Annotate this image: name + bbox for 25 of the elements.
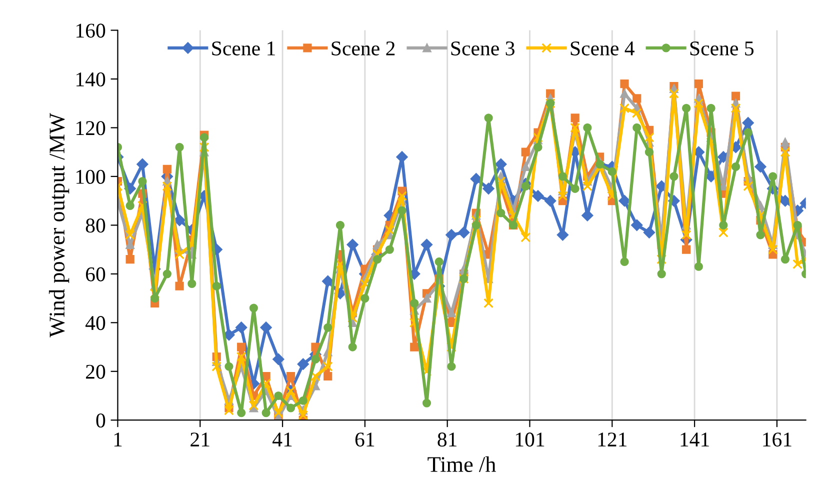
y-tick-label: 40 <box>85 316 106 330</box>
x-tick-label: 61 <box>355 432 374 447</box>
x-tick-label: 141 <box>680 432 709 446</box>
y-tick-label: 160 <box>76 24 106 38</box>
legend-label: Scene 3 <box>451 41 514 56</box>
x-tick-label: 41 <box>272 432 292 446</box>
legend-label: Scene 4 <box>570 41 634 56</box>
y-tick-label: 60 <box>86 267 106 282</box>
x-tick-label: 121 <box>598 432 627 446</box>
y-tick-label: 80 <box>86 218 106 233</box>
y-tick-label: 20 <box>86 364 106 379</box>
legend-label: Scene 1 <box>212 41 275 56</box>
x-tick-label: 1 <box>114 432 122 446</box>
y-tick-label: 120 <box>76 121 106 136</box>
x-tick-label: 21 <box>190 432 210 446</box>
x-tick-label: 81 <box>438 432 456 447</box>
x-axis-title: Time /h <box>428 456 496 472</box>
x-tick-label: 101 <box>516 432 544 447</box>
y-axis-title: Wind power output /MW <box>48 113 70 338</box>
y-tick-label: 140 <box>76 72 106 86</box>
y-tick-label: 0 <box>96 413 106 428</box>
y-tick-label: 100 <box>76 170 106 184</box>
x-tick-label: 161 <box>763 432 792 447</box>
legend-label: Scene 2 <box>332 41 395 56</box>
legend-label: Scene 5 <box>690 41 754 56</box>
